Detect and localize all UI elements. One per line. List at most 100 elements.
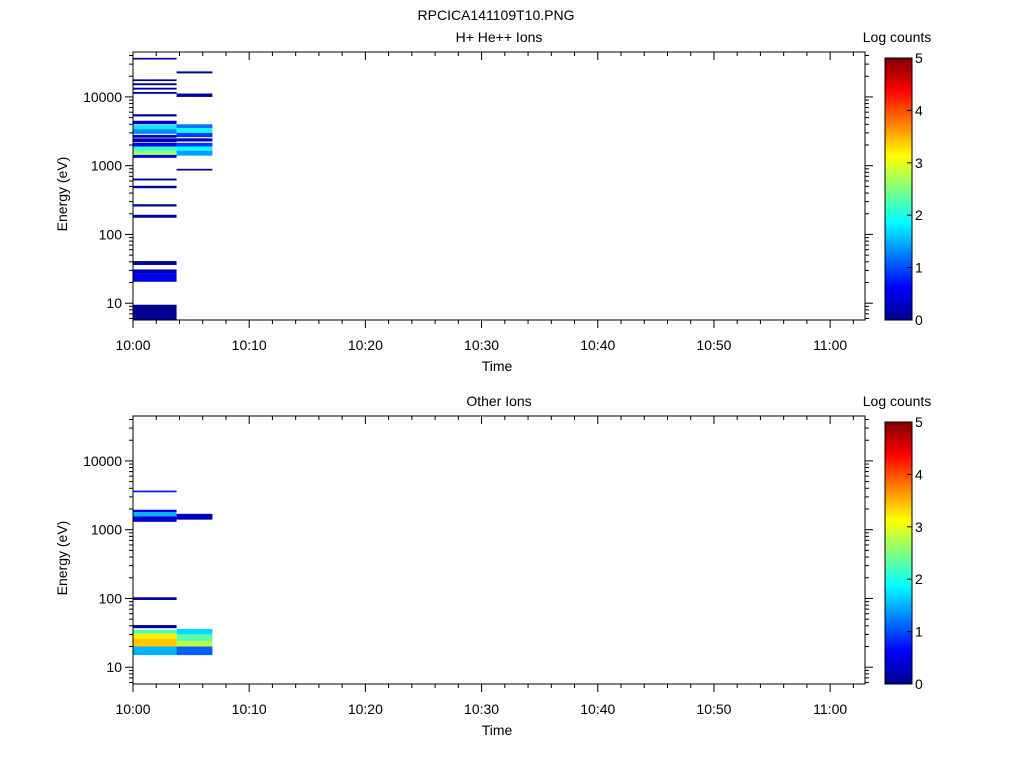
data-cell: [133, 516, 177, 522]
colorbar-tick-label: 3: [915, 155, 923, 171]
colorbar-label: Log counts: [863, 29, 932, 45]
data-cell: [133, 178, 177, 181]
data-cell: [176, 513, 213, 520]
plot-frame: [132, 415, 866, 685]
data-cell: [176, 128, 213, 133]
data-cell: [133, 633, 177, 639]
y-tick-label: 10000: [83, 453, 122, 469]
data-cell: [133, 269, 177, 274]
data-cell: [176, 150, 213, 156]
data-cell: [133, 138, 177, 143]
colorbar: Log counts 0 1 2 3 4 5: [863, 29, 932, 328]
y-tick-label: 1000: [91, 158, 122, 174]
data-cell: [176, 146, 213, 151]
data-cell: [133, 597, 177, 600]
data-cell: [133, 129, 177, 134]
data-cell: [176, 132, 213, 138]
data-cell: [176, 71, 213, 74]
x-tick-label: 10:10: [232, 337, 267, 353]
data-cell: [176, 93, 213, 97]
y-ticks: [125, 55, 873, 319]
x-axis-label: Time: [482, 358, 513, 374]
x-tick-label: 11:00: [813, 701, 847, 717]
colorbar-tick-label: 0: [915, 312, 923, 328]
x-tick-label: 10:20: [348, 701, 383, 717]
panel-title: Other Ions: [466, 393, 531, 409]
data-cell: [133, 261, 177, 265]
data-cell: [133, 125, 177, 130]
panel-title: H+ He++ Ions: [456, 29, 543, 45]
colorbar-tick-label: 5: [915, 414, 923, 430]
data-cell: [176, 124, 213, 129]
data-cell: [133, 91, 177, 94]
data-cell: [133, 142, 177, 147]
data-cell: [133, 114, 177, 117]
colorbar-tick-label: 2: [915, 207, 923, 223]
x-tick-label: 10:10: [232, 701, 267, 717]
data-cell: [133, 509, 177, 513]
data-cell: [133, 155, 177, 158]
y-tick-label: 100: [99, 590, 123, 606]
data-cell: [133, 134, 177, 138]
y-ticks: [125, 419, 873, 683]
data-cell: [176, 138, 213, 142]
x-tick-label: 10:30: [464, 701, 499, 717]
colorbar-tick-label: 4: [915, 466, 923, 482]
data-cell: [133, 490, 177, 493]
colorbar: Log counts 0 1 2 3 4 5: [863, 393, 932, 692]
x-tick-label: 10:00: [115, 701, 150, 717]
data-cell: [133, 120, 177, 125]
colorbar-label: Log counts: [863, 393, 932, 409]
colorbar-tick-label: 3: [915, 519, 923, 535]
x-ticks: [132, 52, 854, 328]
data-cell: [176, 628, 213, 635]
data-cell: [133, 87, 177, 90]
x-tick-label: 10:50: [696, 701, 731, 717]
colorbar-tick-label: 4: [915, 102, 923, 118]
data-cell: [133, 625, 177, 629]
y-tick-label: 10: [106, 295, 122, 311]
data-cell: [133, 214, 177, 218]
data-cell: [133, 83, 177, 86]
colorbar-tick-label: 5: [915, 50, 923, 66]
data-cell: [133, 57, 177, 60]
data-cell: [176, 168, 213, 171]
spectrogram-cells: [133, 57, 213, 320]
x-ticks: [132, 416, 854, 692]
data-cell: [176, 646, 213, 656]
y-axis-label: Energy (eV): [54, 157, 70, 232]
y-axis-label: Energy (eV): [54, 521, 70, 596]
y-tick-label: 100: [99, 226, 123, 242]
data-cell: [133, 79, 177, 82]
figure-title: RPCICA141109T10.PNG: [418, 7, 575, 23]
data-cell: [133, 273, 177, 282]
x-tick-label: 10:30: [464, 337, 499, 353]
x-tick-label: 10:50: [696, 337, 731, 353]
colorbar-gradient: [884, 57, 913, 321]
colorbar-tick-label: 0: [915, 676, 923, 692]
data-cell: [176, 142, 213, 147]
colorbar-gradient: [884, 421, 913, 685]
data-cell: [176, 634, 213, 642]
data-cell: [133, 638, 177, 647]
data-cell: [176, 641, 213, 647]
data-cell: [133, 146, 177, 151]
data-cell: [133, 512, 177, 517]
data-cell: [133, 150, 177, 155]
colorbar-tick-label: 2: [915, 571, 923, 587]
x-tick-label: 10:20: [348, 337, 383, 353]
y-tick-label: 1000: [91, 522, 122, 538]
y-tick-label: 10000: [83, 89, 122, 105]
plot-frame: [132, 51, 866, 321]
x-tick-label: 10:00: [115, 337, 150, 353]
spectrogram-cells: [133, 490, 213, 656]
x-tick-label: 11:00: [813, 337, 847, 353]
data-cell: [133, 646, 177, 656]
colorbar-tick-label: 1: [915, 260, 923, 276]
data-cell: [133, 204, 177, 207]
x-axis-label: Time: [482, 722, 513, 738]
